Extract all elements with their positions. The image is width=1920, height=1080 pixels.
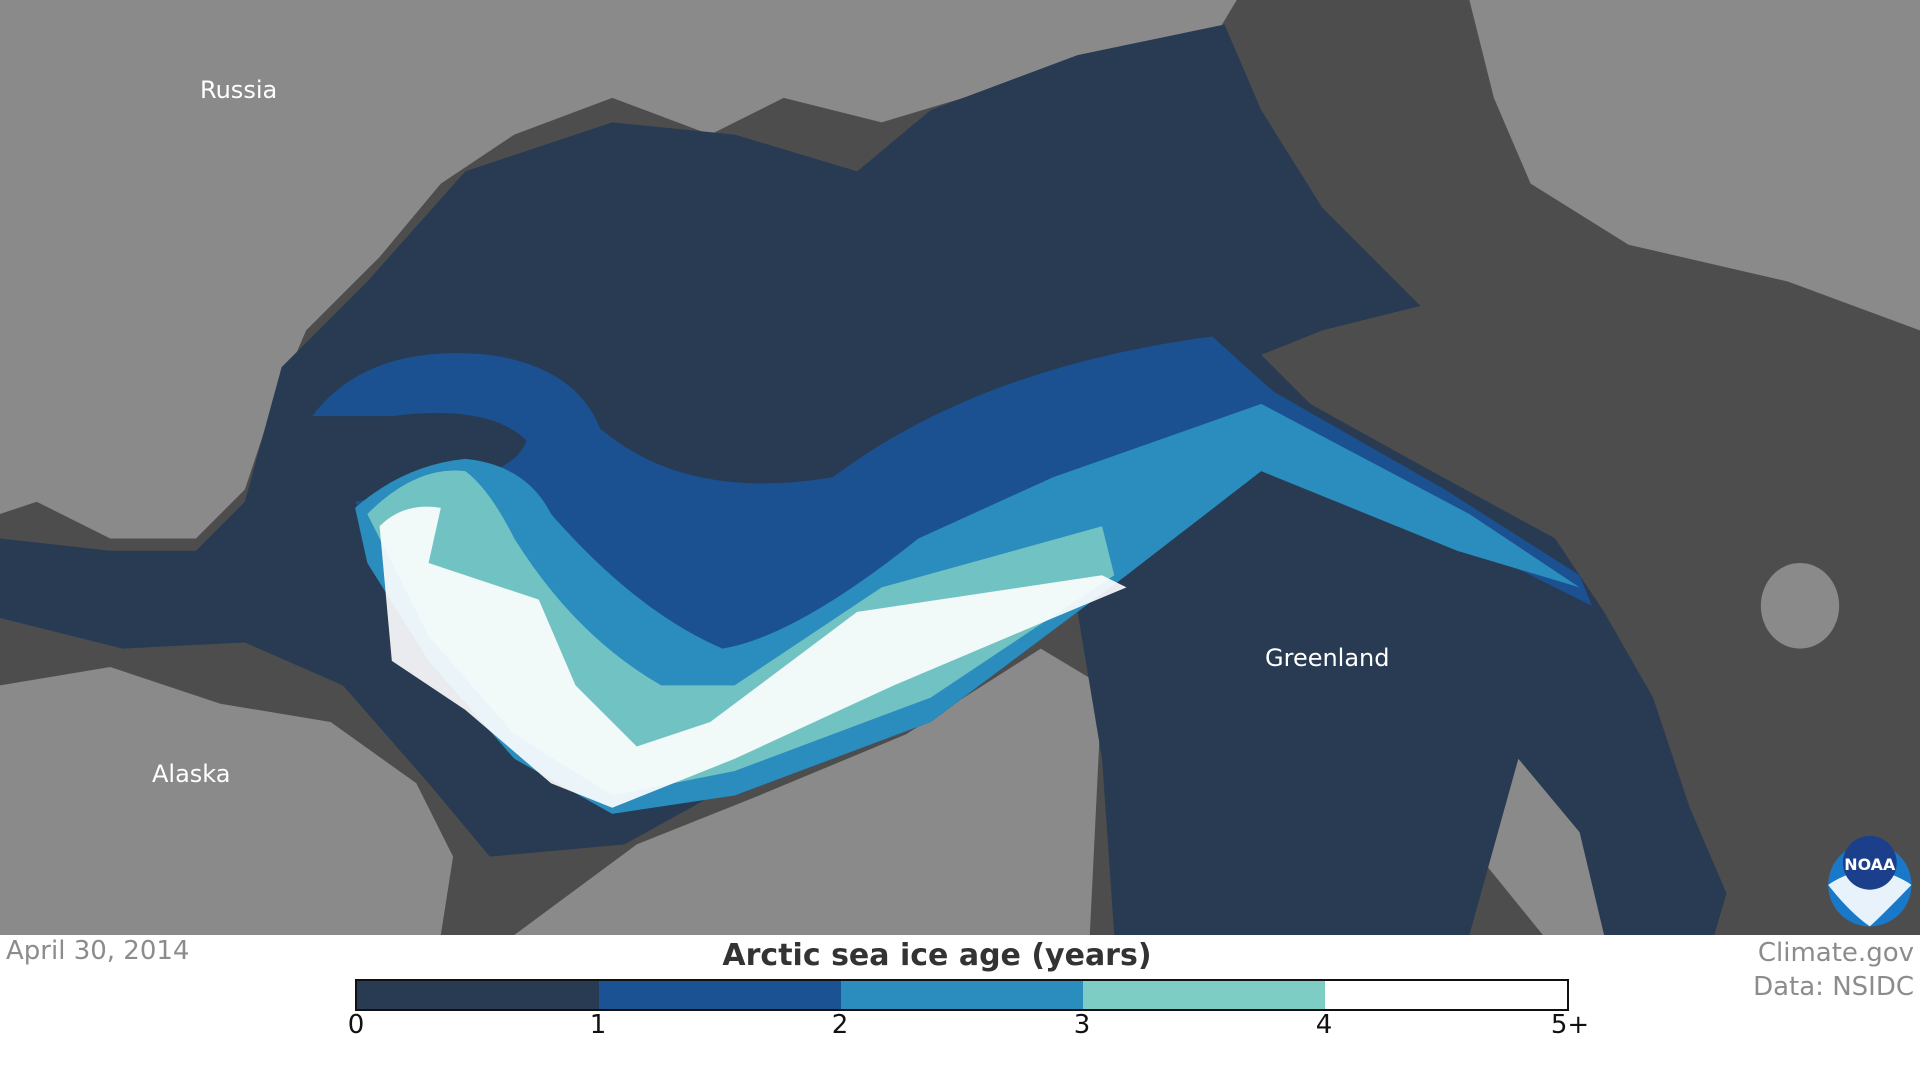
legend-bin-4-5 [1325,981,1567,1009]
legend-tick: 1 [589,1010,607,1040]
legend-bin-3-4 [1083,981,1325,1009]
credit-source: Climate.gov [1757,938,1914,968]
credit-data: Data: NSIDC [1753,972,1914,1002]
legend-tick: 3 [1073,1010,1091,1040]
credit: Climate.gov Data: NSIDC [1753,936,1914,1004]
legend-colorbar [355,979,1569,1011]
legend-bin-2-3 [841,981,1083,1009]
land-europe [1469,0,1920,331]
label-greenland: Greenland [1265,644,1390,672]
land-russia [0,0,1237,539]
legend-tick: 0 [347,1010,365,1040]
label-alaska: Alaska [152,760,231,788]
legend-tick: 4 [1315,1010,1333,1040]
date-label: April 30, 2014 [6,936,190,966]
svg-text:NOAA: NOAA [1844,855,1896,874]
sea-ice-map: NOAA [0,0,1920,935]
legend-tick: 5+ [1550,1010,1590,1040]
legend-bin-1-2 [599,981,841,1009]
legend-bin-0-1 [357,981,599,1009]
land-canada [514,648,1103,935]
land-alaska [0,666,454,935]
label-russia: Russia [200,76,278,104]
legend-tick: 2 [831,1010,849,1040]
legend-title: Arctic sea ice age (years) [722,938,1152,973]
noaa-logo: NOAA [1828,835,1912,927]
land-island [1760,562,1840,649]
ice-age-5plus [379,506,1127,808]
